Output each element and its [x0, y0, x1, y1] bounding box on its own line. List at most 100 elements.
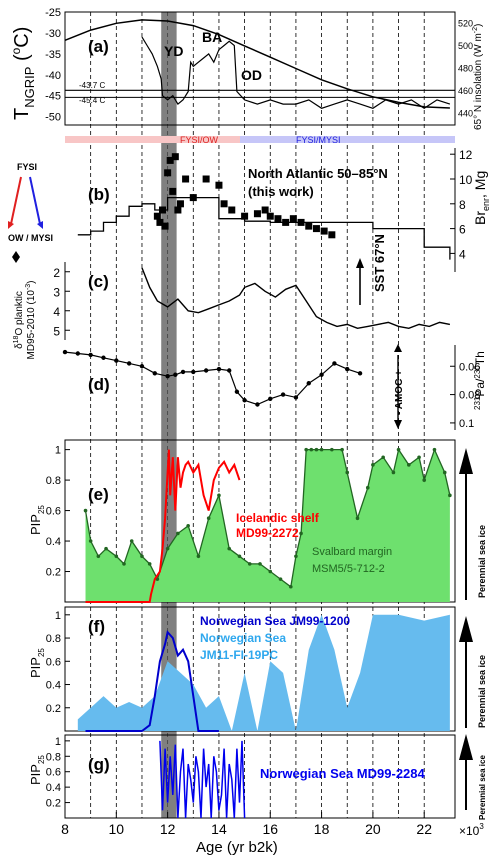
amoc-down-arrowhead-icon [394, 420, 402, 429]
panel-g-tick-label: 0.6 [46, 767, 61, 779]
br-sample-marker [328, 231, 336, 239]
pa-th-marker [319, 372, 324, 377]
panel-f: (f) Norwegian Sea JM99-1200 Norwegian Se… [28, 606, 487, 732]
svalbard-marker [319, 447, 324, 452]
svalbard-marker [432, 447, 437, 452]
pa-th-marker [203, 368, 209, 373]
br-sample-marker [282, 218, 290, 226]
ba-annotation: BA [202, 29, 222, 45]
svalbard-marker [268, 569, 273, 574]
pa-th-marker [173, 372, 178, 377]
panel-e-sea-ice-label: Perennial sea ice [477, 525, 487, 598]
ngrip-temperature-axis-label: TNGRIP (oC) [9, 27, 37, 120]
pa-th-marker [216, 366, 222, 372]
reference-diamond-icon [12, 251, 20, 263]
svalbard-marker [407, 463, 411, 467]
panel-e-ticks: 0.2 0.4 0.6 0.8 1 [46, 445, 70, 579]
panel-d-label: (d) [88, 375, 110, 394]
panel-g-label: (g) [88, 755, 110, 774]
panel-c-tick-label: 5 [53, 324, 60, 338]
br-sample-marker [215, 181, 223, 189]
panel-e-pip25-axis-label: PIP25 [28, 505, 46, 535]
jm99-1200-line [85, 630, 219, 732]
svalbard-marker [278, 577, 283, 581]
jm11-area [77, 614, 450, 731]
svalbard-marker [227, 546, 232, 551]
panel-f-pip25-axis-label: PIP25 [28, 648, 46, 678]
panel-a-right-tick-label: 520 [458, 18, 473, 28]
pa-th-marker [268, 396, 273, 402]
pa-th-marker [88, 352, 93, 358]
ow-mysi-arrow-label: OW / MYSI [8, 233, 53, 243]
svalbard-marker [396, 447, 401, 452]
svalbard-marker [294, 554, 298, 559]
svalbard-marker [417, 455, 421, 460]
svalbard-marker [304, 447, 308, 452]
svalbard-marker [258, 562, 262, 566]
svalbard-line [84, 447, 451, 588]
fysi-mysi-band [240, 136, 455, 143]
svalbard-marker [299, 531, 303, 536]
insolation-line [64, 19, 450, 109]
br-sample-marker [174, 206, 182, 214]
pa-th-marker [62, 349, 68, 355]
x-tick-label: 10 [109, 821, 125, 837]
br-sample-marker [156, 218, 164, 226]
panel-c-tick-label: 2 [53, 266, 60, 280]
panel-a-plot [64, 11, 456, 126]
svalbard-label-1: Svalbard margin [312, 546, 392, 558]
pa-th-marker [152, 371, 158, 376]
br-enrichment-axis-label: Brenr, Mg [472, 171, 491, 225]
panel-b-tick-label: 10 [459, 173, 473, 187]
amoc-up-arrowhead-icon [394, 344, 402, 352]
pa-th-marker [139, 364, 145, 369]
svalbard-marker [330, 447, 334, 452]
svalbard-marker [140, 554, 144, 559]
svalbard-marker [340, 447, 344, 452]
svalbard-marker [247, 562, 252, 566]
panel-f-tick-label: 0.6 [46, 656, 61, 668]
panel-a-frame [64, 11, 456, 126]
svalbard-marker [186, 524, 190, 528]
panel-g-pip25-axis-label: PIP25 [28, 755, 46, 785]
panel-g-tick-label: 1 [55, 736, 61, 748]
x-tick-label: 16 [262, 821, 278, 837]
panel-e-tick-label: 0.8 [46, 475, 61, 487]
panel-a: (a) YD BA OD -43.7 C -45.4 C -25 -30 -35 -4… [9, 7, 484, 130]
x-axis-label: Age (yr b2k) [196, 839, 278, 856]
br-sample-marker [176, 200, 184, 208]
svalbard-marker [391, 470, 396, 475]
insolation-axis-label: 65° N insolation (W m-2) [472, 24, 484, 130]
panel-f-tick-label: 0.2 [46, 703, 61, 715]
br-sample-marker [159, 206, 166, 214]
pa-th-marker [191, 369, 196, 375]
panel-b-tick-label: 4 [459, 247, 466, 261]
br-sample-marker [153, 212, 161, 220]
d18o-line [141, 267, 451, 330]
svalbard-marker [114, 554, 119, 559]
panel-c-tick-label: 4 [53, 305, 60, 319]
svalbard-marker [217, 493, 221, 498]
br-sample-marker [320, 227, 328, 235]
br-sample-marker [182, 175, 190, 183]
panel-a-right-ticks: 440 460 480 500 520 [458, 18, 473, 118]
x-tick-label: 12 [160, 821, 176, 837]
pa-th-marker [242, 398, 247, 403]
br-sample-marker [305, 222, 313, 230]
amoc-annotation: - AMOC + [394, 370, 405, 415]
panel-c-tick-label: 3 [53, 285, 60, 299]
panel-g-frame [64, 734, 456, 819]
panel-e-tick-label: 0.6 [46, 506, 61, 518]
panel-a-right-tick-label: 480 [458, 64, 473, 74]
panel-d-tick-label: 0.1 [459, 418, 474, 430]
pa-th-marker [101, 355, 106, 360]
od-annotation: OD [241, 67, 262, 83]
panel-f-tick-label: 1 [55, 610, 61, 622]
panel-e-label: (e) [88, 485, 109, 504]
panel-a-left-tick-label: -50 [45, 112, 61, 124]
panel-a-left-ticks: -25 -30 -35 -40 -45 -50 [45, 7, 61, 124]
svalbard-marker [381, 455, 385, 460]
svalbard-marker [147, 562, 152, 566]
x-tick-label: 22 [416, 821, 432, 837]
br-sample-marker [220, 200, 228, 208]
